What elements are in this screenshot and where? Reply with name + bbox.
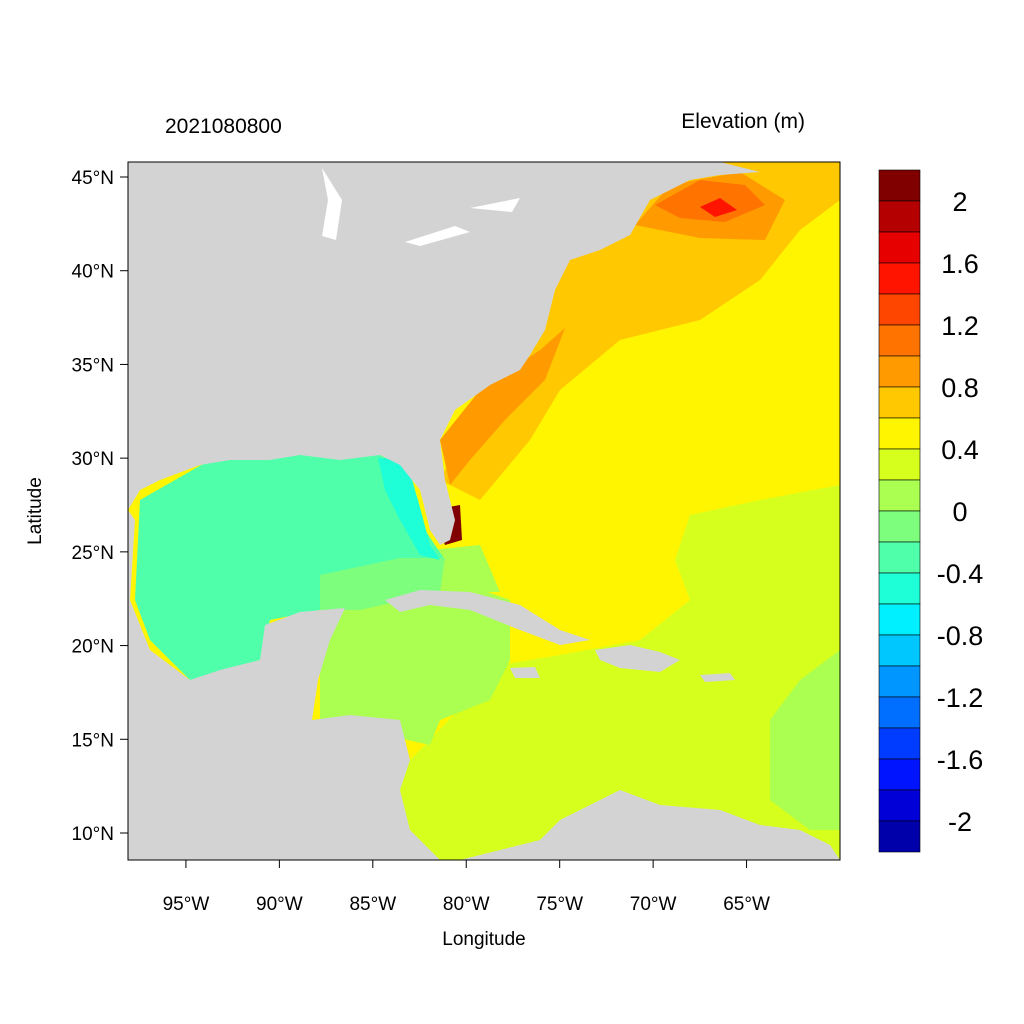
colorbar-box: [878, 665, 921, 698]
colorbar-box: [878, 572, 921, 605]
caribbean-field: [400, 485, 840, 860]
gulf-of-mexico-field: [135, 452, 445, 680]
cuba-land: [385, 590, 590, 645]
colorbar-box: [878, 479, 921, 512]
hispaniola-land: [595, 645, 680, 672]
puerto-rico-land: [700, 673, 735, 682]
colorbar-box: [878, 510, 921, 543]
lon-tick-label: 70°W: [630, 894, 677, 915]
lat-tick-label: 10°N: [72, 824, 114, 845]
colorbar-label: -0.4: [937, 559, 984, 589]
lat-tick-label: 25°N: [72, 543, 114, 564]
north-america-land: [128, 162, 760, 545]
mexico-central-america-land: [128, 510, 440, 860]
colorbar-label: -0.8: [937, 621, 984, 651]
colorbar: 2 1.6 1.2 0.8 0.4 0 -0.4 -0.8 -1.2 -1.6 -2: [878, 169, 984, 853]
orange-coastal-field: [440, 328, 565, 485]
jamaica-land: [510, 667, 540, 678]
plot-frame: [127, 161, 841, 861]
orange-shelf-field: [440, 162, 840, 500]
colorbar-box: [878, 758, 921, 791]
south-america-land: [460, 790, 840, 860]
lat-tick-label: 40°N: [72, 262, 114, 283]
lon-tick-label: 90°W: [256, 894, 303, 915]
map-area: [128, 162, 840, 860]
colorbar-box: [878, 169, 921, 202]
lon-tick-label: 80°W: [443, 894, 490, 915]
colorbar-box: [878, 386, 921, 419]
date-title: 2021080800: [165, 115, 282, 138]
lon-tick-label: 95°W: [163, 894, 210, 915]
lakes: [322, 168, 520, 246]
colorbar-box: [878, 231, 921, 264]
colorbar-box: [878, 789, 921, 822]
colorbar-label: 0.8: [941, 373, 979, 403]
colorbar-label: -1.2: [937, 683, 984, 713]
colorbar-box: [878, 541, 921, 574]
y-axis-label: Latitude: [25, 477, 46, 545]
lat-tick-label: 45°N: [72, 168, 114, 189]
lat-tick-label: 20°N: [72, 637, 114, 658]
colorbar-box: [878, 820, 921, 853]
lake-michigan: [322, 168, 342, 240]
colorbar-box: [878, 634, 921, 667]
colorbar-box: [878, 417, 921, 450]
colorbar-label: 1.2: [941, 311, 979, 341]
east-caribbean-field: [770, 650, 840, 830]
lon-tick-label: 75°W: [536, 894, 583, 915]
colorbar-label: -2: [948, 807, 972, 837]
colorbar-label: -1.6: [937, 745, 984, 775]
variable-title: Elevation (m): [681, 110, 805, 133]
gulf-of-maine-peak-field: [700, 198, 737, 217]
lat-tick-label: 15°N: [72, 730, 114, 751]
colorbar-box: [878, 200, 921, 233]
longitude-ticks: 95°W 90°W 85°W 80°W 75°W 70°W 65°W: [163, 860, 770, 915]
colorbar-label: 0.4: [941, 435, 979, 465]
colorbar-box: [878, 355, 921, 388]
florida-west-shelf-field: [378, 458, 440, 560]
land: [128, 162, 840, 860]
lake-ontario: [470, 198, 520, 212]
x-axis-label: Longitude: [442, 929, 525, 950]
colorbar-box: [878, 448, 921, 481]
lat-tick-label: 35°N: [72, 355, 114, 376]
colorbar-label: 2: [952, 187, 967, 217]
colorbar-label: 1.6: [941, 249, 979, 279]
lon-tick-label: 85°W: [349, 894, 396, 915]
colorbar-box: [878, 293, 921, 326]
lake-erie: [405, 226, 470, 246]
colorbar-box: [878, 603, 921, 636]
west-caribbean-field: [320, 575, 510, 745]
lon-tick-label: 65°W: [723, 894, 770, 915]
colorbar-box: [878, 727, 921, 760]
straits-field: [430, 545, 500, 592]
colorbar-box: [878, 696, 921, 729]
colorbar-box: [878, 324, 921, 357]
gulf-of-maine-high-field: [655, 180, 765, 222]
colorbar-box: [878, 262, 921, 295]
colorbar-label: 0: [952, 497, 967, 527]
latitude-ticks: 45°N 40°N 35°N 30°N 25°N 20°N 15°N 10°N: [72, 168, 128, 845]
lat-tick-label: 30°N: [72, 449, 114, 470]
